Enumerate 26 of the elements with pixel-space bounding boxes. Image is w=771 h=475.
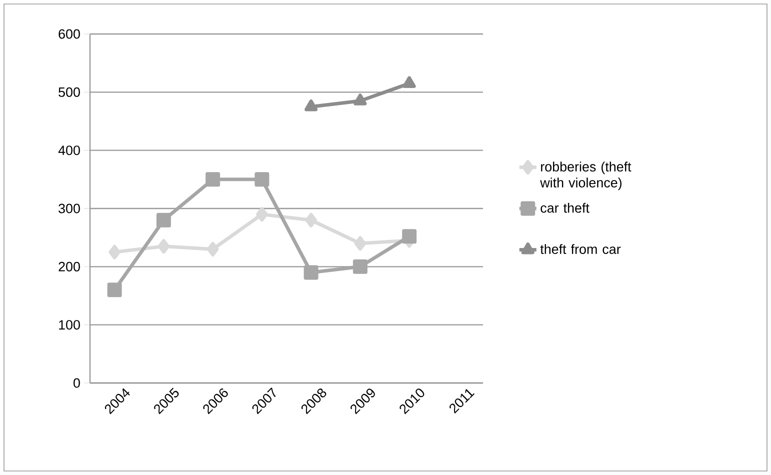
y-tick-label: 0 (74, 378, 80, 388)
point (206, 242, 219, 256)
point (256, 207, 268, 222)
point (158, 239, 170, 254)
y-tick-label: 100 (59, 320, 80, 330)
point (304, 99, 318, 112)
point (254, 172, 270, 187)
point (206, 172, 220, 187)
point (304, 265, 318, 280)
y-tick-label: 200 (58, 262, 80, 272)
point (354, 236, 366, 251)
point (156, 212, 171, 228)
legend-label: robberies (theft with violence) (540, 162, 632, 190)
point (352, 259, 368, 274)
point (108, 244, 120, 260)
legend-label: theft from car (540, 244, 621, 254)
point (107, 282, 122, 298)
point (402, 76, 416, 88)
y-tick-label: 500 (58, 87, 80, 97)
y-tick-label: 600 (58, 29, 80, 39)
point (402, 229, 417, 244)
legend-label: car theft (540, 202, 590, 213)
y-tick-label: 300 (58, 204, 80, 214)
point (305, 212, 317, 228)
y-tick-label: 400 (58, 146, 80, 156)
point (354, 94, 367, 106)
